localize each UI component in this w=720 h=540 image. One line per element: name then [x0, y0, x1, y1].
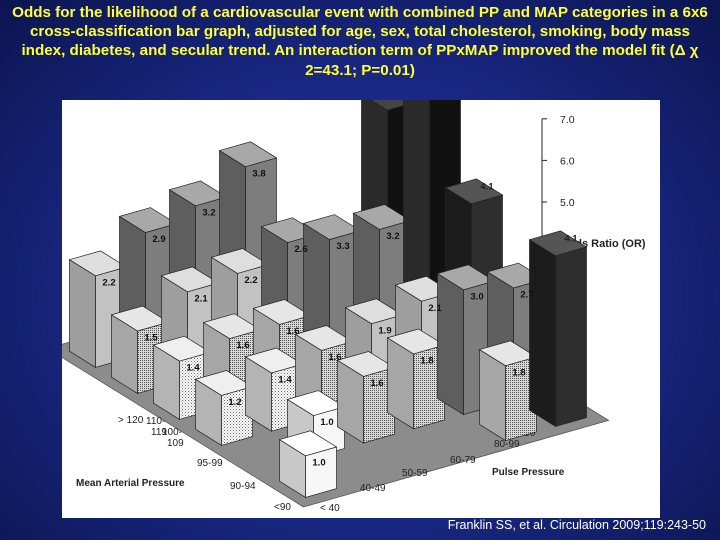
map-axis-label: Mean Arterial Pressure — [76, 478, 185, 489]
bar-value-label: 1.6 — [328, 352, 341, 363]
bar-top-face — [294, 325, 354, 351]
bar-top-face — [302, 214, 362, 240]
bar-value-label: 1.2 — [228, 397, 241, 408]
bar — [194, 370, 254, 447]
bar-value-label: 3.8 — [252, 168, 265, 179]
bar-front-face — [555, 246, 587, 427]
bar-top-face — [194, 370, 254, 396]
bar-value-label: 1.6 — [286, 326, 299, 337]
bar-top-face — [152, 335, 212, 362]
bar-value-label: 4.1 — [564, 233, 578, 244]
bar-value-label: 3.0 — [470, 291, 483, 302]
bar-value-label: 1.6 — [236, 340, 249, 351]
map-tick-label: <90 — [274, 502, 291, 513]
bar-top-face — [352, 204, 412, 230]
bar-value-label: 3.2 — [202, 207, 215, 218]
bar-value-label: 1.4 — [186, 363, 200, 374]
bar — [278, 430, 338, 499]
bar-top-face — [286, 390, 346, 416]
bar-value-label: 3.2 — [386, 231, 399, 242]
bar-side-face — [529, 239, 556, 428]
bar-value-label: 1.6 — [370, 378, 383, 389]
map-tick-label: 100-109 — [162, 427, 184, 449]
bar-top-face — [478, 340, 538, 367]
bar-side-face — [437, 272, 464, 416]
bar-value-label: 2.1 — [194, 293, 208, 304]
bar-top-face — [528, 230, 588, 257]
bar-value-label: 1.0 — [320, 417, 333, 428]
z-tick-label: 6.0 — [560, 155, 575, 167]
bar-side-face — [69, 259, 96, 369]
bar-top-face — [110, 305, 170, 332]
z-tick-label: 5.0 — [560, 197, 575, 209]
bar-value-label: 1.0 — [312, 457, 325, 468]
map-tick-label: 90-94 — [230, 481, 256, 492]
map-tick-label: 110-119 — [146, 416, 167, 438]
bar-value-label: 2.7 — [520, 290, 533, 301]
bar — [436, 264, 496, 416]
bar-top-face — [344, 298, 404, 325]
bar-top-face — [168, 180, 228, 207]
bar-top-face — [244, 347, 304, 374]
bar — [336, 351, 396, 444]
bar-top-face — [202, 313, 262, 339]
bar-value-label: 1.8 — [420, 356, 433, 367]
bar-top-face — [210, 248, 270, 274]
map-tick-label: > 120 — [118, 415, 144, 426]
bar-top-face — [118, 207, 178, 233]
bar — [528, 230, 588, 428]
z-tick-label: 7.0 — [560, 114, 575, 126]
map-tick-label: 95-99 — [197, 458, 223, 469]
pp-axis-label: Pulse Pressure — [492, 467, 565, 478]
bar-top-face — [218, 141, 278, 168]
bar-value-label: 1.9 — [378, 325, 391, 336]
bar-value-label: 2.2 — [244, 275, 257, 286]
bar-top-face — [336, 351, 396, 377]
bar-value-label: 2.9 — [152, 234, 165, 245]
bar — [386, 328, 446, 430]
bar — [244, 347, 304, 432]
pp-tick-label: 60-79 — [450, 455, 476, 466]
bar-value-label: 2.6 — [294, 244, 307, 255]
bar-top-face — [160, 266, 220, 293]
bar-top-face — [444, 178, 504, 205]
bar-value-label: 1.5 — [144, 333, 158, 344]
pp-tick-label: < 40 — [320, 503, 340, 514]
pp-tick-label: 50-59 — [402, 468, 428, 479]
bar-top-face — [252, 299, 312, 325]
pp-tick-label: 40-49 — [360, 483, 386, 494]
bar — [478, 340, 538, 442]
citation: Franklin SS, et al. Circulation 2009;119… — [447, 518, 706, 532]
bar-value-label: 1.4 — [278, 375, 292, 386]
slide-title: Odds for the likelihood of a cardiovascu… — [12, 4, 708, 79]
bar-top-face — [436, 264, 496, 291]
bar-value-label: 3.3 — [336, 241, 349, 252]
bar-value-label: 1.8 — [512, 367, 525, 378]
bar-value-label: 2.2 — [102, 277, 115, 288]
bar-value-label: 4.1 — [480, 181, 494, 192]
bar-top-face — [68, 250, 128, 277]
pp-tick-label: 80-99 — [494, 439, 520, 450]
bar-top-face — [386, 328, 446, 355]
bar-value-label: 2.1 — [428, 303, 442, 314]
bar-top-face — [278, 430, 338, 457]
